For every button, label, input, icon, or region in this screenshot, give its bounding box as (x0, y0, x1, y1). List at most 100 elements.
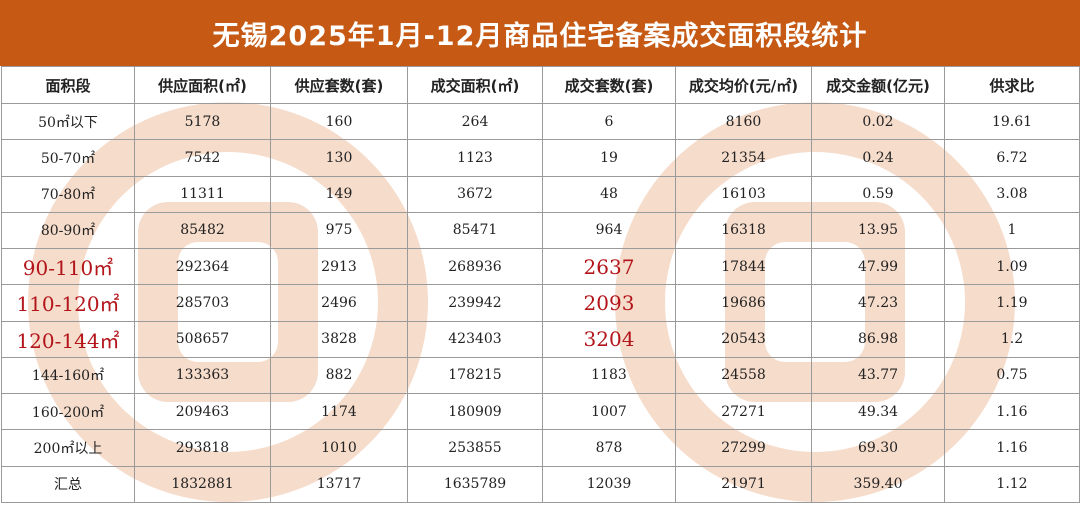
deal-amount-cell: 43.77 (811, 356, 945, 395)
supply-units-cell: 1174 (270, 393, 408, 431)
supply-area-cell: 5178 (134, 102, 271, 141)
supply-units-cell: 149 (270, 175, 408, 213)
deal-amount-cell: 69.30 (811, 429, 945, 467)
table-body: 50㎡以下 5178 160 264 6 8160 0.02 19.61 50-70㎡ 7542 1… (1, 102, 1080, 504)
segment-cell: 90-110㎡ (1, 248, 135, 286)
column-header: 面积段 (1, 66, 135, 104)
column-header: 成交套数(套) (542, 66, 676, 104)
supply-units-cell: 130 (270, 139, 408, 177)
column-header: 供应套数(套) (270, 66, 408, 104)
table-header-row: 面积段 供应面积(㎡) 供应套数(套) 成交面积(㎡) 成交套数(套) 成交均价… (1, 66, 1080, 104)
deal-units-cell: 1183 (542, 356, 676, 395)
deal-units-cell: 19 (542, 139, 676, 177)
segment-cell: 200㎡以上 (1, 429, 135, 467)
deal-amount-cell: 0.59 (811, 175, 945, 213)
deal-area-cell: 3672 (407, 175, 543, 213)
table-row: 120-144㎡ 508657 3828 423403 3204 20543 86.98 1.… (1, 320, 1080, 358)
supply-demand-ratio-cell: 1.09 (944, 248, 1080, 286)
supply-units-cell: 1010 (270, 429, 408, 467)
supply-units-cell: 882 (270, 356, 408, 395)
supply-demand-ratio-cell: 1 (944, 211, 1080, 250)
supply-area-cell: 209463 (134, 393, 271, 431)
deal-amount-cell: 0.24 (811, 139, 945, 177)
table-row: 50-70㎡ 7542 130 1123 19 21354 0.24 6.72 (1, 139, 1080, 177)
supply-demand-ratio-cell: 19.61 (944, 102, 1080, 141)
avg-price-cell: 20543 (675, 320, 812, 358)
avg-price-cell: 21971 (675, 465, 812, 504)
deal-units-cell: 2093 (542, 284, 676, 322)
supply-demand-ratio-cell: 6.72 (944, 139, 1080, 177)
table-row: 200㎡以上 293818 1010 253855 878 27299 69.30 1.16 (1, 429, 1080, 467)
deal-area-cell: 264 (407, 102, 543, 141)
column-header: 成交金额(亿元) (811, 66, 945, 104)
supply-area-cell: 85482 (134, 211, 271, 250)
supply-demand-ratio-cell: 1.2 (944, 320, 1080, 358)
supply-units-cell: 2496 (270, 284, 408, 322)
deal-amount-cell: 47.23 (811, 284, 945, 322)
segment-cell: 144-160㎡ (1, 356, 135, 395)
supply-area-cell: 292364 (134, 248, 271, 286)
deal-units-cell: 878 (542, 429, 676, 467)
segment-cell: 50㎡以下 (1, 102, 135, 141)
deal-units-cell: 1007 (542, 393, 676, 431)
segment-cell: 50-70㎡ (1, 139, 135, 177)
avg-price-cell: 16318 (675, 211, 812, 250)
avg-price-cell: 24558 (675, 356, 812, 395)
supply-area-cell: 508657 (134, 320, 271, 358)
avg-price-cell: 17844 (675, 248, 812, 286)
supply-demand-ratio-cell: 1.16 (944, 429, 1080, 467)
table-title: 无锡2025年1月-12月商品住宅备案成交面积段统计 (0, 0, 1080, 66)
avg-price-cell: 27299 (675, 429, 812, 467)
segment-cell: 120-144㎡ (1, 320, 135, 358)
avg-price-cell: 19686 (675, 284, 812, 322)
segment-cell: 70-80㎡ (1, 175, 135, 213)
avg-price-cell: 8160 (675, 102, 812, 141)
segment-cell: 110-120㎡ (1, 284, 135, 322)
deal-amount-cell: 49.34 (811, 393, 945, 431)
area-segment-table: 面积段 供应面积(㎡) 供应套数(套) 成交面积(㎡) 成交套数(套) 成交均价… (1, 66, 1080, 504)
deal-area-cell: 1635789 (407, 465, 543, 504)
deal-amount-cell: 86.98 (811, 320, 945, 358)
supply-demand-ratio-cell: 1.12 (944, 465, 1080, 504)
deal-amount-cell: 359.40 (811, 465, 945, 504)
supply-area-cell: 1832881 (134, 465, 271, 504)
deal-units-cell: 6 (542, 102, 676, 141)
segment-cell: 80-90㎡ (1, 211, 135, 250)
column-header: 成交面积(㎡) (407, 66, 543, 104)
supply-units-cell: 13717 (270, 465, 408, 504)
deal-amount-cell: 13.95 (811, 211, 945, 250)
supply-units-cell: 160 (270, 102, 408, 141)
deal-area-cell: 178215 (407, 356, 543, 395)
supply-units-cell: 3828 (270, 320, 408, 358)
column-header: 供求比 (944, 66, 1080, 104)
deal-area-cell: 423403 (407, 320, 543, 358)
supply-area-cell: 133363 (134, 356, 271, 395)
avg-price-cell: 16103 (675, 175, 812, 213)
column-header: 成交均价(元/㎡) (675, 66, 812, 104)
table-row: 70-80㎡ 11311 149 3672 48 16103 0.59 3.08 (1, 175, 1080, 213)
table-row: 110-120㎡ 285703 2496 239942 2093 19686 47.23 1.… (1, 284, 1080, 322)
supply-demand-ratio-cell: 1.16 (944, 393, 1080, 431)
supply-area-cell: 285703 (134, 284, 271, 322)
deal-area-cell: 239942 (407, 284, 543, 322)
table-row: 80-90㎡ 85482 975 85471 964 16318 13.95 1 (1, 211, 1080, 250)
deal-amount-cell: 47.99 (811, 248, 945, 286)
supply-demand-ratio-cell: 0.75 (944, 356, 1080, 395)
deal-area-cell: 1123 (407, 139, 543, 177)
avg-price-cell: 27271 (675, 393, 812, 431)
deal-amount-cell: 0.02 (811, 102, 945, 141)
total-row: 汇总 1832881 13717 1635789 12039 21971 359.40 1.1… (1, 465, 1080, 504)
deal-area-cell: 253855 (407, 429, 543, 467)
table-row: 50㎡以下 5178 160 264 6 8160 0.02 19.61 (1, 102, 1080, 141)
deal-area-cell: 85471 (407, 211, 543, 250)
supply-demand-ratio-cell: 1.19 (944, 284, 1080, 322)
supply-units-cell: 2913 (270, 248, 408, 286)
table-row: 90-110㎡ 292364 2913 268936 2637 17844 47.99 1.0… (1, 248, 1080, 286)
table-row: 144-160㎡ 133363 882 178215 1183 24558 43.77 0.7… (1, 356, 1080, 395)
deal-area-cell: 180909 (407, 393, 543, 431)
supply-units-cell: 975 (270, 211, 408, 250)
deal-units-cell: 2637 (542, 248, 676, 286)
table-row: 160-200㎡ 209463 1174 180909 1007 27271 49.34 1.… (1, 393, 1080, 431)
segment-cell: 160-200㎡ (1, 393, 135, 431)
deal-units-cell: 48 (542, 175, 676, 213)
